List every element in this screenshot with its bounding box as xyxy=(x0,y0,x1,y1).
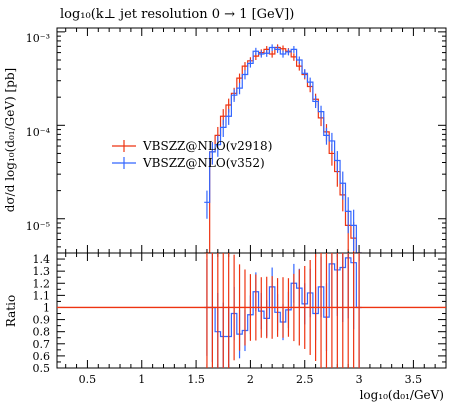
xtick-label: 3 xyxy=(356,373,363,386)
ratio-ylabel: Ratio xyxy=(4,295,18,327)
legend: VBSZZ@NLO(v2918) VBSZZ@NLO(v352) xyxy=(112,139,272,170)
ratio-v352-histogram-line xyxy=(204,257,362,338)
ratio-ytick-label: 1.3 xyxy=(33,265,51,278)
chart-title: log₁₀(k⊥ jet resolution 0 → 1 [GeV]) xyxy=(60,7,294,22)
main-axis-ticks xyxy=(57,28,447,253)
xtick-label: 3.5 xyxy=(405,373,423,386)
ratio-ytick-label: 0.7 xyxy=(33,338,51,351)
ratio-ytick-label: 0.6 xyxy=(33,350,51,363)
xtick-labels: 0.5 1 1.5 2 2.5 3 3.5 xyxy=(79,373,422,386)
ratio-ytick-labels: 0.50.60.70.80.911.11.21.31.4 xyxy=(33,253,51,375)
ratio-series-group xyxy=(57,253,446,368)
xlabel: log₁₀(d₀₁/GeV) xyxy=(360,388,444,402)
ratio-ytick-label: 1.1 xyxy=(33,289,51,302)
main-ytick-label-1e-5: 10⁻⁵ xyxy=(26,220,50,233)
legend-label-v352: VBSZZ@NLO(v352) xyxy=(142,156,265,170)
ratio-ytick-label: 0.5 xyxy=(33,362,51,375)
main-ylabel: dσ/d log₁₀(d₀₁/GeV) [pb] xyxy=(3,68,17,212)
ratio-ytick-label: 0.8 xyxy=(33,326,51,339)
xtick-label: 2.5 xyxy=(296,373,314,386)
xtick-label: 1.5 xyxy=(187,373,205,386)
xtick-label: 1 xyxy=(138,373,145,386)
main-series-group xyxy=(204,44,362,253)
ratio-panel-frame xyxy=(56,252,447,369)
xtick-label: 0.5 xyxy=(79,373,97,386)
ratio-ytick-label: 1.4 xyxy=(33,253,51,266)
main-ytick-label-1e-3: 10⁻³ xyxy=(26,32,50,45)
main-ytick-label-1e-4: 10⁻⁴ xyxy=(26,126,51,139)
ratio-axis-ticks xyxy=(57,253,447,369)
ratio-ytick-label: 1.2 xyxy=(33,277,51,290)
legend-label-v2918: VBSZZ@NLO(v2918) xyxy=(142,139,272,153)
legend-entry-v352: VBSZZ@NLO(v352) xyxy=(112,156,265,170)
xtick-label: 2 xyxy=(247,373,254,386)
ratio-ytick-label: 1 xyxy=(43,301,50,314)
legend-entry-v2918: VBSZZ@NLO(v2918) xyxy=(112,139,272,153)
ratio-ytick-label: 0.9 xyxy=(33,314,51,327)
